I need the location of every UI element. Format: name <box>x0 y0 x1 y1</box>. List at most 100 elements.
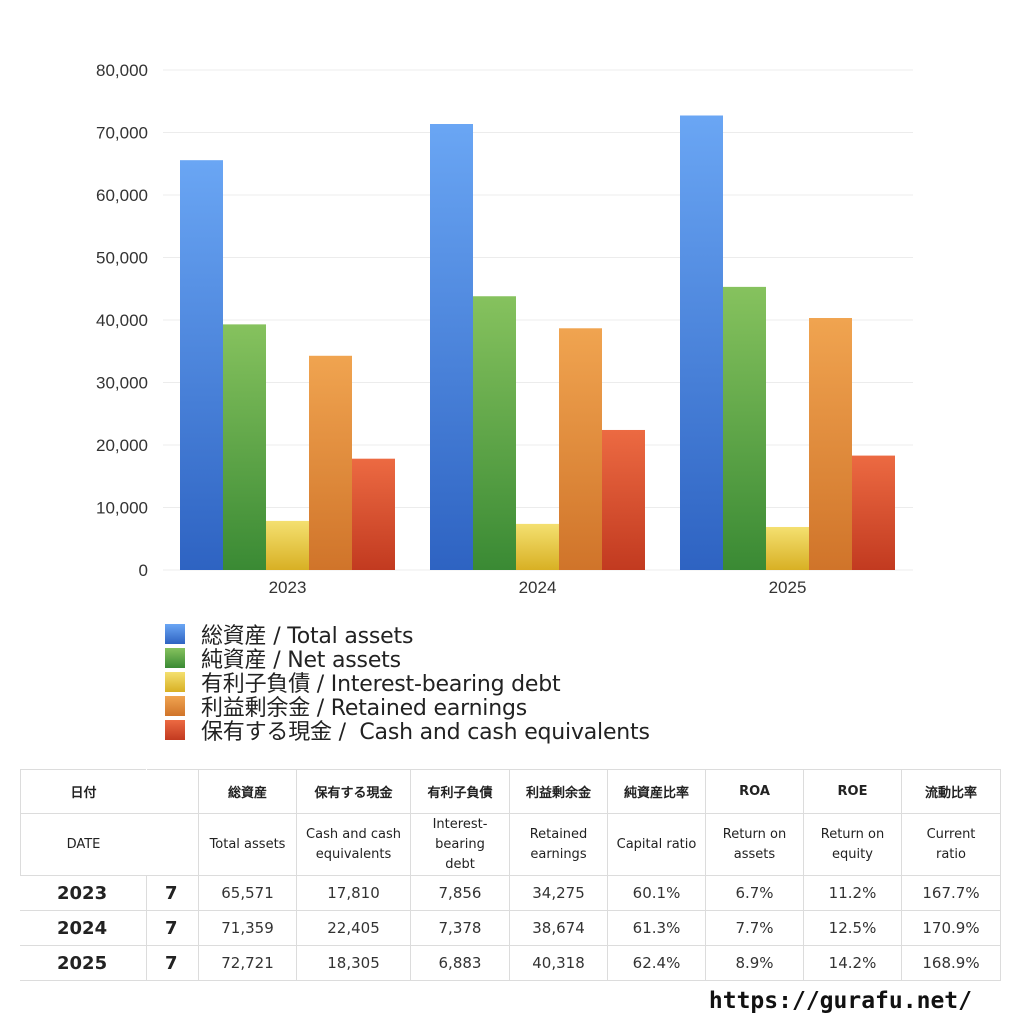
legend-swatch <box>165 672 185 692</box>
row-value: 38,674 <box>509 910 608 946</box>
row-value: 11.2% <box>803 875 902 911</box>
y-tick-label: 60,000 <box>96 186 148 205</box>
row-value: 61.3% <box>607 910 706 946</box>
bar-chart: 0 10,000 20,000 30,000 40,000 50,000 60,000 70,… <box>96 61 913 597</box>
header-en-cell: Return on assets <box>705 813 804 876</box>
header-en-cell: Cash and cash equivalents <box>296 813 411 876</box>
row-value: 72,721 <box>198 945 297 981</box>
header-ja-cell: 保有する現金 <box>296 769 411 814</box>
y-tick-label: 70,000 <box>96 124 148 143</box>
legend-label: 有利子負債 / Interest-bearing debt <box>201 672 561 697</box>
row-month: 7 <box>146 875 199 911</box>
bar-2025-series-3 <box>809 318 852 570</box>
row-value: 12.5% <box>803 910 902 946</box>
bar-2024-series-1 <box>473 296 516 570</box>
header-ja-cell: ROE <box>803 769 902 814</box>
bar-2023-series-0 <box>180 160 223 570</box>
row-year: 2025 <box>20 945 147 981</box>
y-tick-label: 10,000 <box>96 499 148 518</box>
bar-2024-series-3 <box>559 328 602 570</box>
bar-2023-series-2 <box>266 520 309 570</box>
row-value: 17,810 <box>296 875 411 911</box>
x-axis-categories: 2023 2024 2025 <box>269 578 807 597</box>
bar-2023-series-1 <box>223 324 266 570</box>
legend-swatch <box>165 624 185 644</box>
table-header-ja: 日付 総資産 保有する現金 有利子負債 利益剰余金 純資産比率 ROA ROE 流動比率 <box>20 769 1001 814</box>
row-value: 71,359 <box>198 910 297 946</box>
legend-item: 有利子負債 / Interest-bearing debt <box>165 670 650 697</box>
financial-metrics-table: 日付 総資産 保有する現金 有利子負債 利益剰余金 純資産比率 ROA ROE 流動比率 DAT… <box>20 769 1001 981</box>
x-category-label: 2025 <box>769 578 807 597</box>
legend-label: 保有する現金 / Cash and cash equivalents <box>201 720 650 745</box>
row-value: 167.7% <box>901 875 1001 911</box>
bar-2025-series-0 <box>680 115 723 571</box>
bar-2024-series-4 <box>602 429 645 570</box>
header-en-cell: Interest-bearing debt <box>410 813 510 876</box>
row-value: 170.9% <box>901 910 1001 946</box>
bar-2025-series-1 <box>723 286 766 570</box>
y-tick-label: 20,000 <box>96 436 148 455</box>
row-value: 8.9% <box>705 945 804 981</box>
table-row: 2023 7 65,571 17,810 7,856 34,275 60.1% 6.7% 11.… <box>20 875 1001 911</box>
row-value: 7,378 <box>410 910 510 946</box>
row-value: 60.1% <box>607 875 706 911</box>
header-en-cell: Capital ratio <box>607 813 706 876</box>
row-month: 7 <box>146 945 199 981</box>
header-en-cell: Return on equity <box>803 813 902 876</box>
header-ja-cell: 流動比率 <box>901 769 1001 814</box>
header-en-cell <box>146 813 199 876</box>
bars <box>180 115 895 571</box>
header-en-cell: Retained earnings <box>509 813 608 876</box>
row-value: 40,318 <box>509 945 608 981</box>
row-value: 22,405 <box>296 910 411 946</box>
row-month: 7 <box>146 910 199 946</box>
bar-2025-series-4 <box>852 455 895 570</box>
legend-label: 利益剰余金 / Retained earnings <box>201 696 527 721</box>
legend-label: 総資産 / Total assets <box>201 624 414 649</box>
header-en-cell: DATE <box>20 813 147 876</box>
header-en-cell: Current ratio <box>901 813 1001 876</box>
row-value: 14.2% <box>803 945 902 981</box>
y-tick-label: 0 <box>139 561 148 580</box>
grid-lines <box>163 69 913 571</box>
y-tick-label: 40,000 <box>96 311 148 330</box>
y-axis-ticks: 0 10,000 20,000 30,000 40,000 50,000 60,000 70,… <box>96 61 148 580</box>
x-category-label: 2024 <box>519 578 557 597</box>
legend-swatch <box>165 696 185 716</box>
bar-2024-series-2 <box>516 523 559 570</box>
row-value: 62.4% <box>607 945 706 981</box>
header-ja-cell: 総資産 <box>198 769 297 814</box>
x-category-label: 2023 <box>269 578 307 597</box>
row-year: 2024 <box>20 910 147 946</box>
y-tick-label: 50,000 <box>96 249 148 268</box>
legend: 総資産 / Total assets 純資産 / Net assets 有利子負債 … <box>165 622 650 745</box>
header-ja-cell <box>146 769 199 814</box>
row-value: 6.7% <box>705 875 804 911</box>
y-tick-label: 80,000 <box>96 61 148 80</box>
bar-2025-series-2 <box>766 526 809 570</box>
bar-2023-series-4 <box>352 458 395 570</box>
legend-item: 利益剰余金 / Retained earnings <box>165 694 650 721</box>
row-value: 65,571 <box>198 875 297 911</box>
table-row: 2024 7 71,359 22,405 7,378 38,674 61.3% 7.7% 12.… <box>20 910 1001 946</box>
y-tick-label: 30,000 <box>96 374 148 393</box>
row-value: 7,856 <box>410 875 510 911</box>
legend-item: 純資産 / Net assets <box>165 646 650 673</box>
legend-item: 総資産 / Total assets <box>165 622 650 649</box>
legend-swatch <box>165 720 185 740</box>
row-year: 2023 <box>20 875 147 911</box>
header-en-cell: Total assets <box>198 813 297 876</box>
row-value: 18,305 <box>296 945 411 981</box>
header-ja-cell: ROA <box>705 769 804 814</box>
legend-swatch <box>165 648 185 668</box>
legend-label: 純資産 / Net assets <box>201 648 401 673</box>
row-value: 7.7% <box>705 910 804 946</box>
header-ja-cell: 有利子負債 <box>410 769 510 814</box>
header-ja-cell: 純資産比率 <box>607 769 706 814</box>
header-ja-cell: 日付 <box>20 769 147 814</box>
site-url: https://gurafu.net/ <box>708 988 972 1014</box>
header-ja-cell: 利益剰余金 <box>509 769 608 814</box>
bar-2024-series-0 <box>430 124 473 570</box>
row-value: 6,883 <box>410 945 510 981</box>
bar-2023-series-3 <box>309 355 352 570</box>
